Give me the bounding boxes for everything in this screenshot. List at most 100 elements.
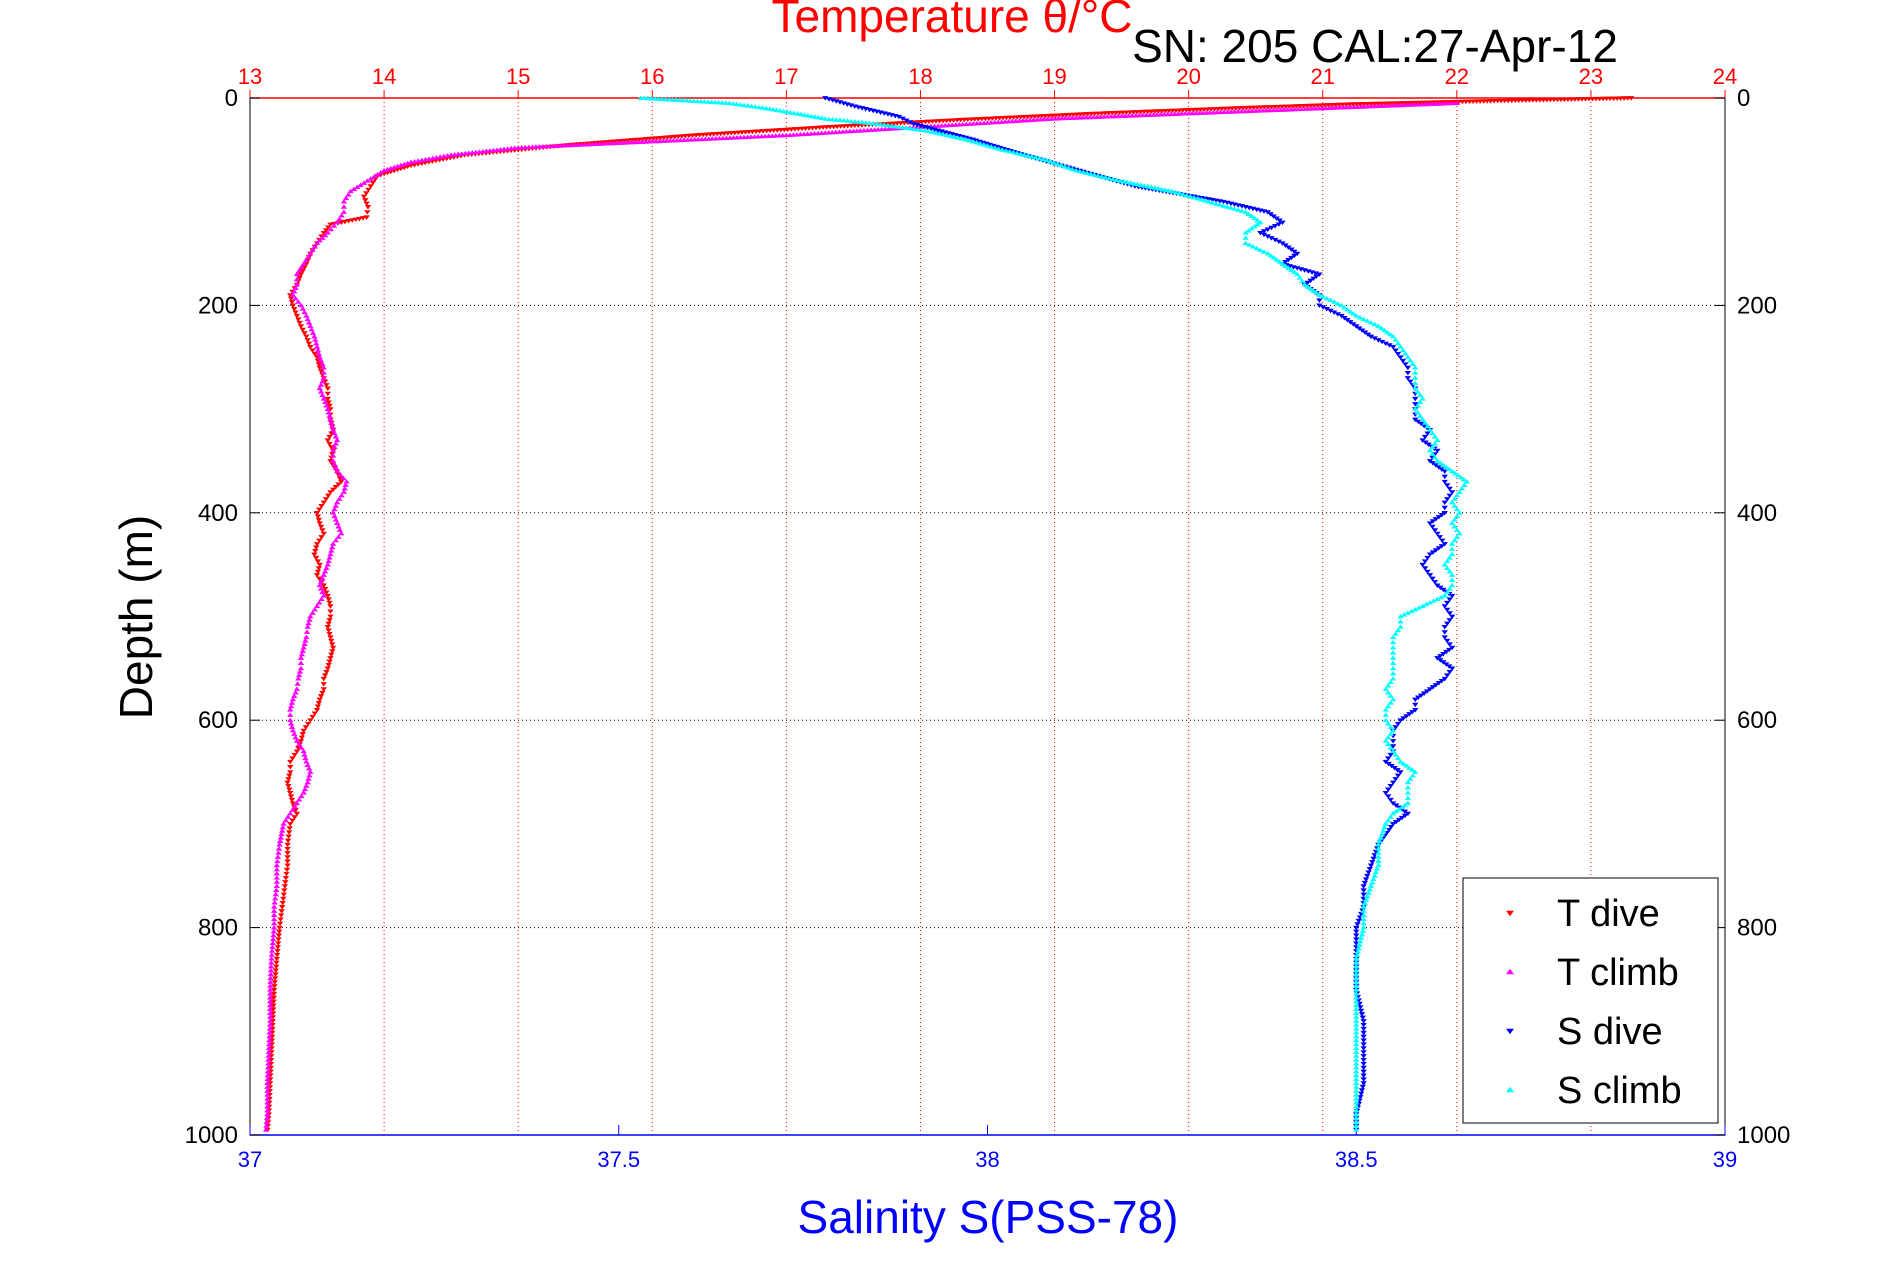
data-point — [737, 134, 744, 140]
data-point — [295, 299, 302, 304]
data-point — [271, 984, 278, 989]
data-point — [1414, 409, 1421, 415]
depth-axis-left: 0 200 400 600 800 1000 — [185, 85, 260, 1149]
data-point — [976, 141, 984, 146]
data-point — [1326, 105, 1333, 110]
data-point — [1446, 597, 1453, 602]
data-point — [925, 128, 932, 134]
depth-tick-label-right: 0 — [1737, 85, 1750, 112]
data-point — [1360, 1046, 1367, 1051]
data-point — [1402, 351, 1409, 356]
data-point — [642, 139, 649, 144]
data-point — [790, 132, 797, 137]
salinity-axis: 37 37.5 38 38.5 39 — [238, 1125, 1737, 1172]
data-point — [1298, 278, 1306, 284]
data-point — [276, 925, 283, 931]
data-point — [1181, 111, 1189, 116]
data-point — [397, 162, 405, 168]
data-point — [319, 378, 326, 384]
data-point — [301, 309, 308, 315]
data-point — [1359, 1015, 1366, 1021]
data-point — [325, 663, 332, 668]
data-point — [295, 317, 302, 322]
legend-marker-t-dive — [1506, 910, 1514, 917]
data-point — [340, 475, 347, 481]
data-point — [1361, 104, 1369, 109]
data-point — [522, 144, 529, 150]
data-point — [851, 119, 858, 124]
data-point — [867, 127, 875, 132]
data-point — [1137, 182, 1145, 187]
data-point — [708, 99, 715, 104]
data-point — [1389, 650, 1397, 655]
data-point — [840, 117, 847, 123]
data-point — [1273, 257, 1280, 262]
data-point — [320, 583, 327, 588]
legend-label-t-climb: T climb — [1557, 952, 1679, 994]
data-point — [328, 548, 335, 553]
data-point — [888, 123, 895, 128]
data-point — [683, 98, 691, 103]
data-point — [1360, 1077, 1367, 1082]
data-point — [320, 676, 327, 682]
data-point — [269, 944, 276, 949]
data-point — [274, 949, 281, 954]
data-point — [304, 254, 312, 259]
data-point — [1148, 184, 1155, 190]
data-point — [390, 164, 398, 170]
chart-subtitle: SN: 205 CAL:27-Apr-12 — [1132, 20, 1618, 72]
data-point — [1416, 392, 1424, 398]
data-point — [338, 530, 345, 536]
data-point — [1421, 420, 1429, 425]
data-point — [1446, 568, 1453, 574]
data-point — [1006, 148, 1013, 154]
data-point — [525, 144, 532, 150]
data-point — [319, 575, 326, 581]
data-point — [1050, 160, 1058, 165]
data-point — [825, 116, 833, 121]
data-point — [293, 800, 301, 805]
data-point — [422, 157, 429, 162]
data-point — [280, 821, 287, 826]
data-point — [298, 793, 305, 799]
data-point — [934, 123, 942, 128]
data-point — [1404, 365, 1412, 371]
data-point — [1389, 810, 1397, 816]
data-point — [283, 871, 290, 877]
data-point — [871, 127, 878, 132]
data-point — [304, 779, 311, 785]
data-point — [284, 814, 292, 819]
data-point — [309, 330, 317, 335]
data-point — [1245, 108, 1252, 114]
data-point — [324, 625, 331, 630]
data-point — [1358, 104, 1365, 109]
data-point — [1360, 1057, 1367, 1063]
data-point — [858, 119, 866, 125]
data-point — [1132, 112, 1139, 118]
data-point — [318, 596, 325, 602]
data-point — [1441, 593, 1448, 598]
data-point — [1251, 215, 1258, 221]
data-point — [1366, 886, 1373, 892]
data-point — [318, 504, 325, 509]
data-point — [293, 276, 301, 282]
data-point — [1412, 396, 1419, 402]
data-point — [1360, 884, 1367, 889]
data-point — [670, 137, 677, 143]
series-layer — [262, 95, 1635, 1133]
data-point — [1387, 724, 1394, 729]
data-point — [733, 135, 741, 140]
data-point — [324, 666, 331, 671]
data-point — [1387, 825, 1395, 830]
data-point — [1440, 462, 1447, 467]
data-point — [267, 983, 274, 988]
data-point — [323, 383, 330, 388]
data-point — [270, 928, 277, 934]
data-point — [687, 98, 694, 103]
data-point — [669, 97, 676, 102]
data-point — [328, 638, 335, 644]
data-point — [1443, 100, 1450, 106]
data-point — [1426, 552, 1434, 557]
data-point — [1353, 929, 1360, 935]
data-point — [1385, 741, 1392, 747]
